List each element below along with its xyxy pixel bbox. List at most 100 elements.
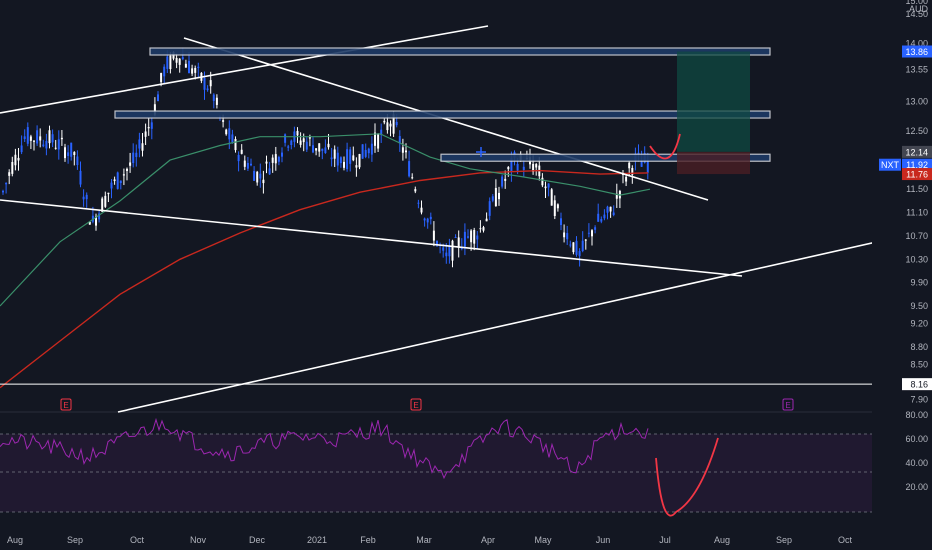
candle-body [268, 168, 271, 175]
candle-body [491, 196, 494, 201]
candle-body [296, 130, 299, 136]
candle-body [8, 172, 11, 176]
candle-body [308, 136, 311, 139]
candle-body [414, 189, 417, 192]
price-projection-curve [649, 133, 681, 160]
candle-body [20, 145, 23, 153]
y-tick-label: 9.90 [910, 278, 928, 288]
candle-body [451, 240, 454, 261]
candle-body [374, 132, 376, 146]
stop-zone [677, 151, 750, 175]
candle-body [48, 130, 51, 144]
candle-body [26, 127, 29, 144]
candle-body [485, 218, 488, 222]
candle-body [327, 143, 330, 148]
x-tick-label: Jun [596, 535, 611, 545]
candle-body [122, 174, 125, 176]
candle-body [5, 182, 8, 185]
candle-body [212, 94, 215, 101]
price-badge-label: 13.86 [905, 47, 928, 57]
candle-body [411, 177, 414, 179]
x-tick-label: Apr [481, 535, 495, 545]
candle-body [482, 227, 485, 231]
candle-body [603, 214, 606, 219]
candle-body [157, 94, 159, 102]
candle-body [315, 148, 318, 151]
y-tick-label: 10.30 [905, 254, 928, 264]
candle-body [45, 140, 48, 149]
candle-body [225, 129, 228, 135]
candle-body [463, 231, 466, 247]
candle-body [11, 161, 14, 174]
candle-body [153, 104, 156, 115]
y-tick-label: 9.50 [910, 301, 928, 311]
candle-body [330, 157, 333, 160]
candle-body [324, 147, 327, 153]
candle-body [42, 144, 45, 147]
candle-body [147, 127, 150, 129]
x-tick-label: Feb [360, 535, 376, 545]
candle-body [507, 167, 510, 170]
y-tick-label: 11.50 [906, 184, 928, 194]
y-tick-label: 10.70 [905, 231, 928, 241]
candle-body [82, 196, 85, 200]
trend-line [183, 37, 709, 201]
candle-body [129, 162, 132, 166]
candle-body [494, 187, 497, 207]
candle-body [160, 73, 163, 83]
symbol-badge-label: NXT [881, 160, 900, 170]
candle-body [184, 63, 187, 68]
candle-body [2, 190, 4, 193]
candle-body [572, 242, 575, 253]
price-badge [902, 45, 932, 58]
candle-body [606, 206, 609, 213]
candle-body [377, 134, 380, 149]
candle-body [194, 67, 197, 73]
ma-green-line [0, 133, 651, 307]
candle-body [389, 123, 392, 127]
candle-body [370, 143, 373, 155]
y-tick-label: 13.55 [905, 65, 928, 75]
candle-body [631, 168, 634, 175]
unit-label: AUD [909, 4, 929, 14]
candle-body [197, 66, 200, 69]
chart-panes [0, 411, 932, 513]
candle-body [14, 154, 17, 166]
x-tick-label: Aug [7, 535, 23, 545]
candle-body [169, 55, 172, 70]
candle-body [70, 142, 73, 157]
x-tick-label: May [534, 535, 552, 545]
x-tick-label: Aug [714, 535, 730, 545]
candle-body [178, 58, 181, 65]
y-tick-label: 8.50 [910, 359, 928, 369]
price-badge [902, 378, 932, 391]
candle-body [259, 173, 262, 179]
candle-body [504, 178, 507, 181]
earnings-marker [782, 398, 794, 411]
candle-body [166, 56, 169, 69]
candle-body [594, 227, 597, 230]
candle-body [253, 170, 256, 181]
candle-body [417, 202, 420, 204]
top-tick: 15.00 [905, 0, 928, 6]
x-tick-label: Sep [776, 535, 792, 545]
rsi-tick-label: 80.00 [905, 410, 928, 420]
candle-body [352, 155, 355, 161]
trend-line [117, 229, 931, 413]
candle-body [60, 137, 63, 140]
candle-body [98, 213, 101, 220]
x-tick-label: Sep [67, 535, 83, 545]
candle-body [265, 161, 268, 164]
price-badge [902, 168, 932, 181]
candle-body [203, 77, 206, 90]
candle-body [191, 68, 194, 74]
x-tick-label: Oct [838, 535, 853, 545]
candle-body [401, 147, 404, 153]
candle-body [188, 60, 190, 74]
candle-body [479, 228, 482, 230]
candle-body [116, 172, 119, 189]
trend-line [0, 25, 489, 114]
resistance-zone [440, 153, 771, 162]
